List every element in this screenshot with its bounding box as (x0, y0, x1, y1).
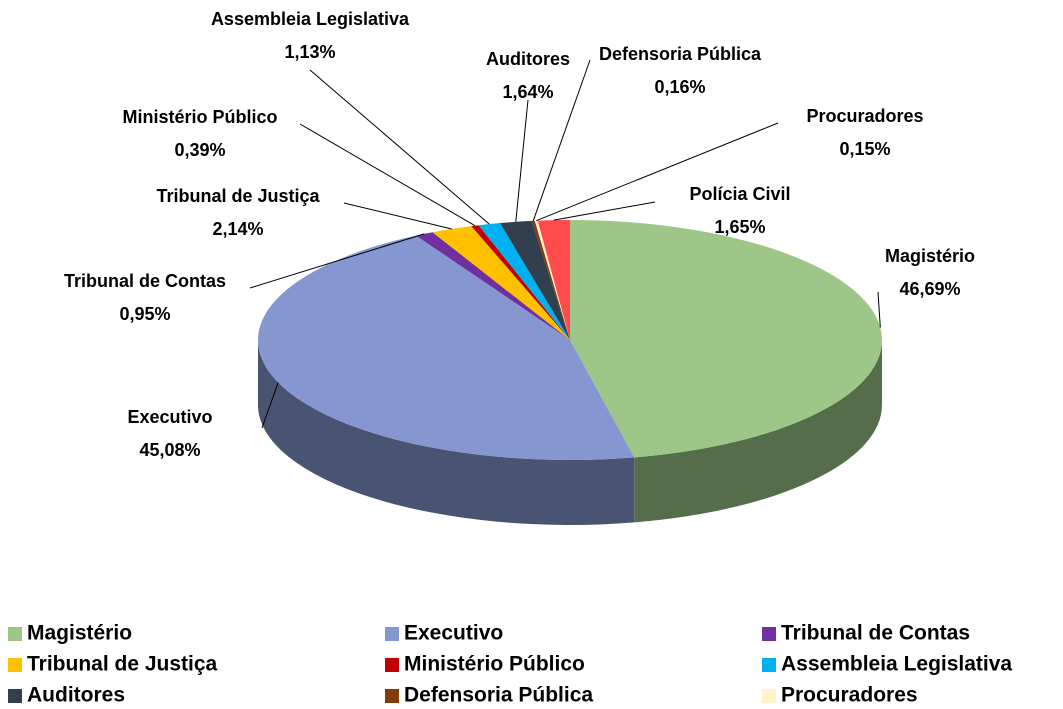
value-label: 0,15% (839, 139, 890, 159)
leader-line (515, 99, 529, 222)
data-labels: Magistério 46,69% Executivo 45,08% Tribunal … (64, 9, 975, 460)
pie-slice (534, 220, 570, 340)
legend-label: Magistério (27, 622, 132, 645)
category-label: Polícia Civil (689, 184, 790, 204)
value-label: 1,64% (502, 82, 553, 102)
legend-label: Procuradores (781, 684, 918, 707)
leader-line (877, 291, 881, 328)
leader-line (536, 122, 779, 222)
legend-swatch (385, 689, 399, 703)
category-label: Tribunal de Contas (64, 271, 226, 291)
pie-side (634, 340, 883, 523)
legend-swatch (762, 689, 776, 703)
leader-line (532, 59, 591, 222)
pie-slice (257, 235, 635, 460)
legend-label: Ministério Público (404, 653, 585, 676)
legend-swatch (8, 689, 22, 703)
legend-swatch (8, 658, 22, 672)
legend-label: Defensoria Pública (404, 684, 593, 707)
legend-swatch (385, 658, 399, 672)
category-label: Ministério Público (122, 107, 277, 127)
legend-swatch (8, 627, 22, 641)
category-label: Procuradores (806, 106, 923, 126)
pie-slice (570, 220, 883, 458)
value-label: 1,65% (714, 217, 765, 237)
leader-line (343, 202, 452, 230)
pie-slice (416, 232, 570, 340)
legend-label: Executivo (404, 622, 503, 645)
category-label: Assembleia Legislativa (211, 9, 410, 29)
pie-slice (500, 220, 570, 340)
pie-slice (537, 220, 570, 340)
value-label: 46,69% (899, 279, 960, 299)
pie-sides (258, 340, 883, 526)
value-label: 0,39% (174, 140, 225, 160)
value-label: 0,95% (119, 304, 170, 324)
value-label: 2,14% (212, 219, 263, 239)
pie-tops (257, 220, 883, 460)
value-label: 1,13% (284, 42, 335, 62)
legend-label: Assembleia Legislativa (781, 653, 1012, 676)
legend-swatch (385, 627, 399, 641)
legend-swatch (762, 658, 776, 672)
legend: Magistério Executivo Tribunal de Contas Tri… (8, 622, 1012, 707)
leader-line (299, 123, 476, 227)
category-label: Executivo (127, 407, 212, 427)
legend-label: Tribunal de Contas (781, 622, 970, 645)
pie-slice (432, 226, 570, 340)
leader-line (309, 69, 490, 225)
legend-label: Auditores (27, 684, 125, 707)
value-label: 0,16% (654, 77, 705, 97)
category-label: Defensoria Pública (599, 44, 762, 64)
leader-line (261, 382, 279, 429)
legend-swatch (762, 627, 776, 641)
pie-slice (471, 225, 570, 340)
category-label: Auditores (486, 49, 570, 69)
leader-line (553, 201, 656, 221)
leader-lines (249, 59, 881, 429)
leader-line (249, 233, 425, 289)
category-label: Magistério (885, 246, 975, 266)
value-label: 45,08% (139, 440, 200, 460)
category-label: Tribunal de Justiça (156, 186, 320, 206)
pie-slice (531, 220, 570, 340)
pie-slice (478, 223, 570, 340)
pie-side (258, 340, 635, 526)
legend-label: Tribunal de Justiça (27, 653, 218, 676)
